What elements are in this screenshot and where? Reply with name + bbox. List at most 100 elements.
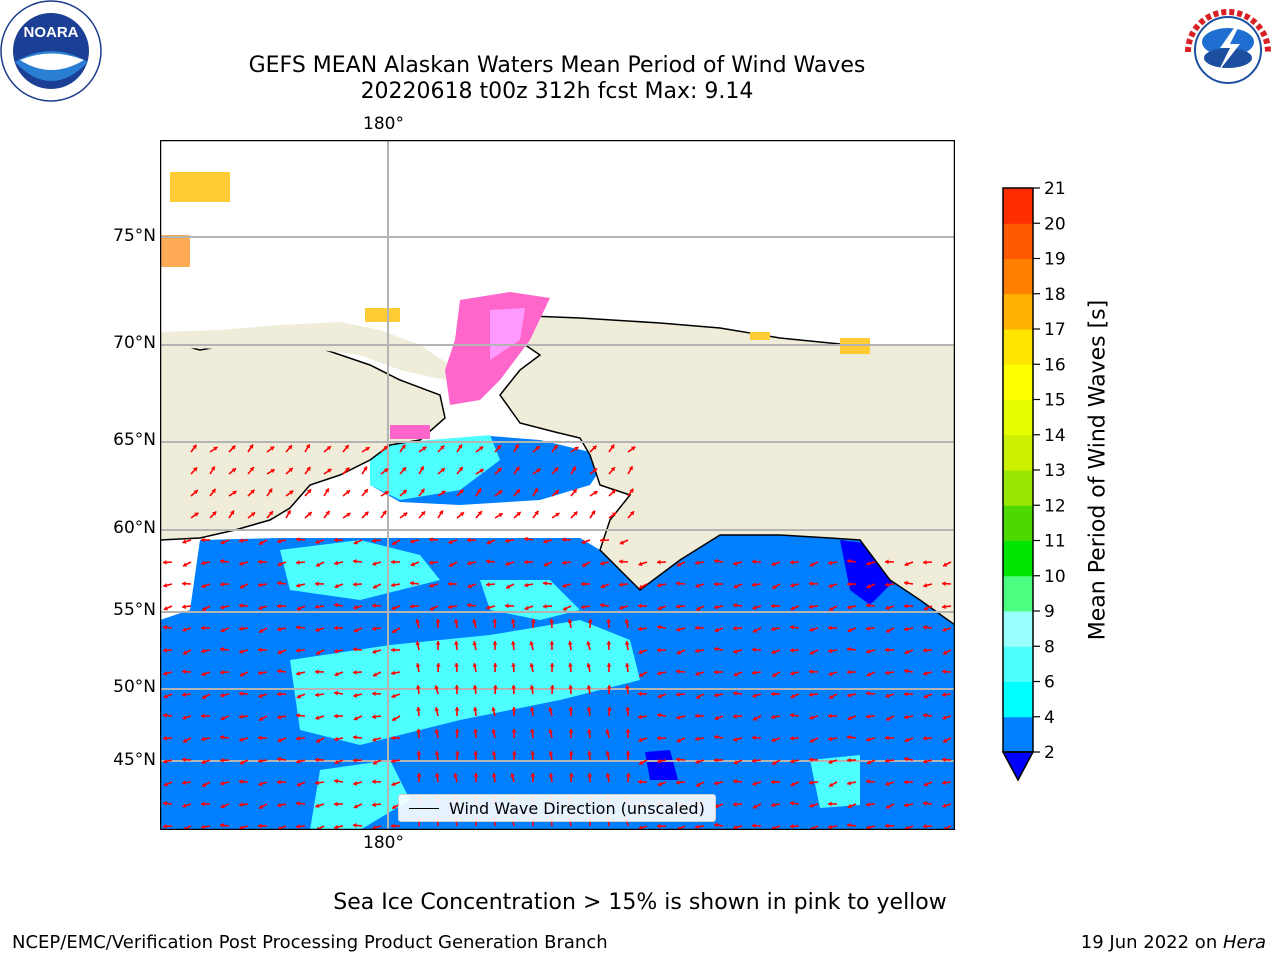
- wave-arrow-head: [296, 537, 300, 542]
- wave-arrow-head: [534, 510, 539, 516]
- wave-arrow-head: [591, 510, 596, 515]
- wave-arrow-head: [733, 603, 737, 608]
- noaa-logo-text: NOARA: [24, 24, 79, 41]
- wave-arrow-head: [286, 510, 291, 515]
- wave-arrow-head: [885, 647, 889, 653]
- wave-arrow-head: [714, 757, 718, 763]
- footer-date-text: 19 Jun 2022 on: [1080, 932, 1223, 953]
- wave-arrow-head: [486, 582, 490, 587]
- wave-arrow-head: [353, 628, 358, 633]
- wave-arrow-head: [472, 619, 477, 624]
- wave-arrow-head: [606, 685, 612, 689]
- wave-arrow-head: [638, 649, 643, 655]
- wave-arrow-head: [192, 444, 197, 450]
- wave-arrow-head: [372, 561, 377, 566]
- wave-arrow-head: [607, 707, 612, 711]
- wave-arrow-head: [733, 714, 737, 719]
- wave-arrow-head: [472, 663, 478, 668]
- wave-arrow-head: [453, 619, 459, 623]
- wave-arrow-head: [429, 606, 435, 611]
- wave-arrow-head: [277, 649, 282, 655]
- wave-arrow-head: [581, 604, 585, 610]
- wave-arrow-head: [531, 619, 536, 623]
- wave-arrow-head: [529, 663, 535, 668]
- wave-arrow-head: [866, 714, 870, 719]
- wave-arrow-head: [372, 714, 376, 720]
- wave-arrow-head: [353, 735, 357, 740]
- wave-arrow-head: [364, 511, 369, 516]
- colorbar-tick-label: 2: [1044, 743, 1055, 763]
- wave-arrow-head: [296, 782, 301, 787]
- wave-arrow-head: [353, 647, 357, 652]
- wave-arrow-head: [866, 584, 871, 589]
- wave-arrow-head: [249, 444, 254, 449]
- wave-arrow-head: [201, 648, 205, 654]
- wave-arrow-head: [569, 773, 574, 777]
- colorbar-extend-triangle: [1001, 751, 1035, 782]
- colorbar-band: [1003, 364, 1033, 400]
- wave-arrow-head: [549, 641, 555, 645]
- wave-arrow-head: [572, 466, 576, 471]
- wave-arrow-head: [324, 488, 329, 493]
- wave-arrow-head: [239, 737, 244, 742]
- wave-arrow-head: [923, 694, 928, 699]
- wave-arrow-head: [491, 773, 497, 777]
- wave-arrow-head: [163, 694, 168, 699]
- wave-arrow-head: [454, 707, 460, 711]
- wave-arrow-head: [182, 669, 186, 675]
- wave-arrow-head: [416, 707, 421, 711]
- wave-arrow-head: [454, 729, 460, 733]
- wave-arrow-head: [866, 737, 871, 742]
- colorbar-tick-label: 10: [1044, 567, 1066, 587]
- wave-arrow-head: [353, 540, 358, 545]
- wave-arrow-head: [288, 468, 293, 473]
- wave-arrow-head: [334, 690, 338, 696]
- wave-arrow-head: [163, 736, 167, 741]
- wave-arrow-head: [733, 672, 738, 677]
- wave-arrow-head: [733, 626, 737, 631]
- wave-arrow-head: [239, 561, 244, 566]
- wave-arrow-head: [809, 562, 815, 567]
- wave-arrow-head: [886, 716, 891, 721]
- wave-arrow-head: [625, 773, 631, 777]
- wave-arrow-head: [790, 559, 794, 565]
- wave-arrow-head: [384, 491, 389, 496]
- wave-arrow-head: [624, 619, 630, 624]
- wave-arrow-head: [239, 825, 244, 830]
- wave-field-cyan: [280, 540, 440, 600]
- wave-arrow-head: [536, 468, 541, 473]
- wave-arrow-head: [511, 729, 517, 733]
- wave-arrow-head: [232, 491, 237, 495]
- wave-arrow-head: [638, 603, 642, 609]
- wave-arrow-head: [296, 606, 301, 611]
- wave-arrow-head: [923, 801, 927, 806]
- wave-arrow-head: [467, 602, 471, 608]
- wave-arrow-head: [434, 729, 440, 734]
- wave-arrow-head: [220, 604, 225, 610]
- wave-arrow-head: [353, 823, 357, 828]
- wave-arrow-head: [809, 780, 813, 785]
- wave-arrow-head: [239, 603, 243, 608]
- wave-arrow-head: [790, 735, 794, 741]
- wave-arrow-head: [258, 781, 263, 787]
- wave-arrow-head: [548, 773, 554, 777]
- wave-arrow-head: [453, 773, 458, 778]
- wave-arrow-head: [201, 583, 206, 589]
- wave-arrow-head: [315, 803, 320, 808]
- colorbar-tick-label: 19: [1044, 250, 1066, 270]
- colorbar-tick-label: 21: [1044, 180, 1066, 199]
- wave-arrow-head: [592, 468, 598, 473]
- wave-arrow-head: [467, 537, 471, 543]
- wave-arrow-head: [657, 693, 662, 699]
- wave-arrow-head: [562, 537, 566, 543]
- wave-arrow-head: [631, 446, 636, 451]
- wave-arrow-head: [942, 803, 947, 808]
- wave-arrow-head: [828, 671, 833, 677]
- wave-arrow-head: [829, 782, 834, 787]
- wave-arrow-head: [790, 781, 795, 787]
- wave-arrow-head: [696, 694, 701, 699]
- wave-arrow-head: [676, 604, 680, 609]
- wave-arrow-head: [511, 663, 516, 667]
- wave-arrow-head: [258, 758, 262, 764]
- wave-arrow-head: [790, 647, 794, 653]
